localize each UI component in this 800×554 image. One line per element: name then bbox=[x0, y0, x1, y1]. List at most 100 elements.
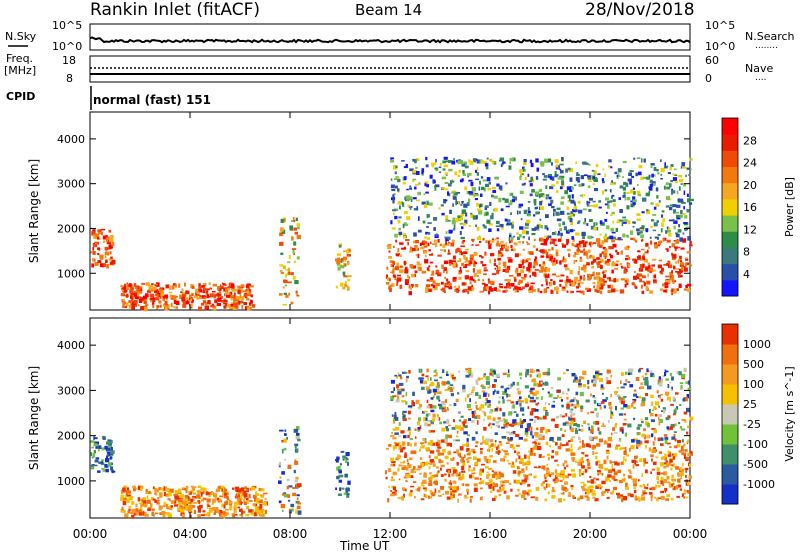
echo-cell bbox=[249, 500, 253, 502]
echo-cell bbox=[571, 194, 574, 199]
echo-cell bbox=[466, 394, 470, 398]
echo-cell bbox=[609, 235, 614, 240]
colorbar-segment bbox=[722, 215, 738, 232]
echo-cell bbox=[610, 227, 614, 232]
echo-cell bbox=[390, 457, 394, 462]
echo-cell bbox=[402, 223, 405, 229]
echo-cell bbox=[686, 167, 690, 170]
echo-cell bbox=[581, 461, 584, 464]
echo-cell bbox=[624, 280, 628, 283]
echo-cell bbox=[140, 502, 145, 507]
echo-cell bbox=[444, 478, 447, 482]
echo-cell bbox=[567, 229, 570, 233]
echo-cell bbox=[460, 160, 463, 162]
echo-cell bbox=[229, 506, 233, 511]
echo-cell bbox=[600, 222, 605, 226]
echo-cell bbox=[244, 486, 247, 490]
echo-cell bbox=[604, 238, 609, 243]
echo-cell bbox=[578, 436, 581, 440]
echo-cell bbox=[578, 183, 582, 187]
echo-cell bbox=[638, 165, 643, 169]
echo-cell bbox=[189, 514, 192, 518]
echo-cell bbox=[610, 374, 613, 378]
echo-cell bbox=[612, 220, 615, 224]
echo-cell bbox=[656, 467, 660, 471]
echo-cell bbox=[589, 219, 593, 222]
echo-cell bbox=[448, 482, 452, 485]
echo-cell bbox=[390, 391, 394, 394]
echo-cell bbox=[163, 503, 169, 506]
echo-cell bbox=[125, 283, 128, 288]
echo-cell bbox=[546, 237, 549, 240]
echo-cell bbox=[492, 482, 495, 485]
echo-cell bbox=[451, 191, 456, 194]
echo-cell bbox=[650, 494, 653, 499]
echo-cell bbox=[597, 242, 601, 247]
echo-cell bbox=[571, 417, 576, 422]
echo-cell bbox=[206, 290, 209, 293]
echo-cell bbox=[153, 486, 155, 489]
echo-cell bbox=[673, 409, 677, 414]
echo-cell bbox=[582, 243, 587, 248]
echo-cell bbox=[677, 259, 680, 264]
echo-cell bbox=[390, 220, 393, 225]
echo-cell bbox=[464, 261, 467, 263]
echo-cell bbox=[656, 498, 659, 502]
echo-cell bbox=[599, 258, 604, 263]
echo-cell bbox=[611, 464, 614, 468]
echo-cell bbox=[507, 424, 510, 427]
echo-cell bbox=[508, 394, 511, 397]
echo-cell bbox=[491, 212, 494, 216]
echo-cell bbox=[401, 441, 406, 446]
echo-cell bbox=[407, 204, 411, 207]
echo-cell bbox=[626, 205, 630, 210]
echo-cell bbox=[669, 273, 673, 276]
echo-cell bbox=[641, 433, 646, 438]
echo-cell bbox=[160, 288, 163, 293]
echo-cell bbox=[680, 428, 686, 431]
echo-cell bbox=[627, 492, 630, 495]
echo-cell bbox=[446, 428, 449, 432]
echo-cell bbox=[572, 208, 576, 213]
echo-cell bbox=[567, 440, 571, 443]
echo-cell bbox=[220, 500, 223, 503]
echo-cell bbox=[533, 202, 537, 206]
echo-cell bbox=[257, 510, 262, 515]
echo-cell bbox=[211, 491, 213, 495]
colorbar-tick-label: 8 bbox=[743, 246, 750, 259]
echo-cell bbox=[501, 436, 506, 439]
echo-cell bbox=[608, 480, 612, 482]
echo-cell bbox=[339, 487, 342, 492]
echo-cell bbox=[677, 439, 681, 444]
echo-cell bbox=[398, 374, 402, 377]
echo-cell bbox=[491, 448, 494, 452]
echo-cell bbox=[580, 481, 585, 484]
echo-cell bbox=[533, 475, 537, 478]
echo-cell bbox=[600, 283, 604, 286]
echo-cell bbox=[529, 396, 535, 400]
echo-cell bbox=[471, 244, 474, 246]
echo-cell bbox=[407, 241, 409, 246]
echo-cell bbox=[227, 288, 231, 291]
echo-cell bbox=[534, 431, 539, 436]
echo-cell bbox=[483, 411, 486, 415]
echo-cell bbox=[633, 271, 636, 274]
echo-cell bbox=[128, 300, 132, 303]
echo-cell bbox=[433, 239, 437, 243]
echo-cell bbox=[631, 459, 636, 464]
echo-cell bbox=[473, 194, 476, 197]
echo-cell bbox=[480, 447, 483, 451]
echo-cell bbox=[471, 187, 476, 192]
echo-cell bbox=[436, 449, 440, 452]
echo-cell bbox=[408, 369, 411, 374]
echo-cell bbox=[630, 493, 634, 498]
echo-cell bbox=[526, 219, 531, 224]
echo-cell bbox=[597, 470, 602, 475]
echo-cell bbox=[426, 214, 429, 219]
echo-cell bbox=[555, 442, 558, 446]
echo-cell bbox=[395, 239, 398, 243]
echo-cell bbox=[429, 489, 433, 493]
echo-cell bbox=[566, 442, 569, 446]
echo-cell bbox=[395, 491, 397, 496]
colorbar-tick-label: 25 bbox=[743, 398, 757, 411]
